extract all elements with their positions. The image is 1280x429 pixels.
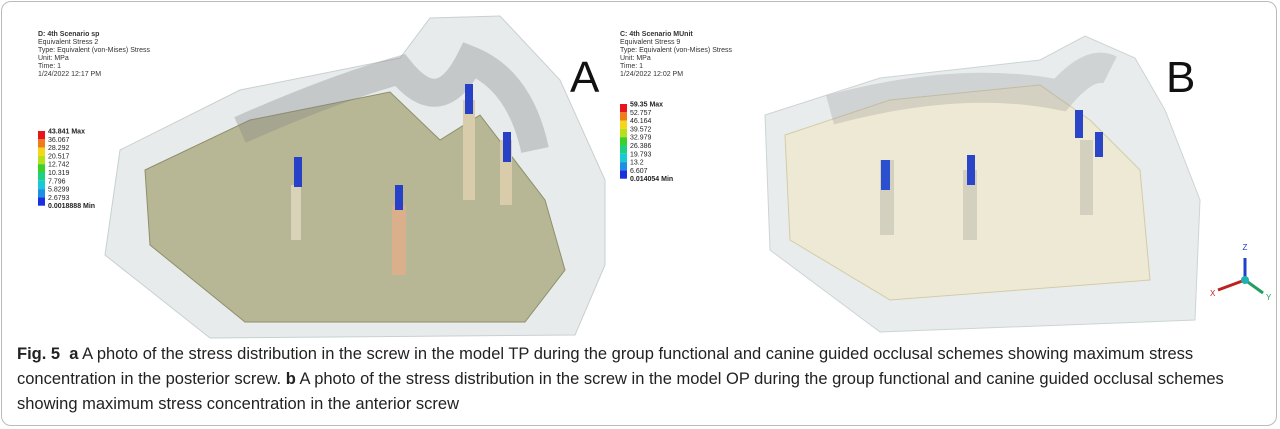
colorbar-band [620, 162, 627, 170]
colorbar-band [38, 148, 45, 156]
header-line: Time: 1 [620, 63, 643, 70]
header-line: Unit: MPa [38, 55, 69, 62]
header-line: C: 4th Scenario MUnit [620, 31, 693, 38]
colorbar-band [38, 197, 45, 205]
legend-label: 59.35 Max [630, 102, 663, 109]
panel-label: B [1166, 53, 1195, 102]
legend-label: 46.164 [630, 118, 652, 125]
legend-label: 2.6793 [48, 195, 70, 202]
legend-label: 39.572 [630, 126, 652, 133]
caption: Fig. 5 a A photo of the stress distribut… [17, 342, 1262, 417]
colorbar-band [38, 173, 45, 181]
header-line: Type: Equivalent (von-Mises) Stress [38, 47, 151, 54]
colorbar-band [38, 131, 45, 139]
legend-label: 6.607 [630, 168, 648, 175]
header-line: 1/24/2022 12:02 PM [620, 71, 683, 78]
legend-label: 32.979 [630, 135, 652, 142]
header-line: Equivalent Stress 2 [38, 39, 98, 46]
colorbar-band [620, 121, 627, 129]
legend-label: 36.067 [48, 137, 70, 144]
part-label: b [286, 370, 296, 388]
legend-label: 0.014054 Min [630, 176, 673, 183]
legend-label: 5.8299 [48, 187, 70, 194]
legend-label: 19.793 [630, 151, 652, 158]
legend-label: 43.841 Max [48, 129, 85, 136]
part-label: a [69, 345, 78, 363]
model-a [105, 16, 605, 338]
colorbar-band [620, 146, 627, 154]
panel-label: A [570, 53, 600, 102]
legend-label: 13.2 [630, 160, 644, 167]
axis-label: X [1210, 289, 1216, 298]
model-b [765, 36, 1200, 332]
legend-label: 10.319 [48, 170, 70, 177]
legend-label: 28.292 [48, 145, 70, 152]
axis-label: Z [1243, 243, 1248, 252]
colorbar-band [620, 129, 627, 137]
colorbar-band [620, 170, 627, 178]
colorbar-band [38, 156, 45, 164]
legend-label: 26.386 [630, 143, 652, 150]
axis-triad: Z X Y [1210, 243, 1272, 302]
colorbar-band [38, 189, 45, 197]
colorbar-band [620, 154, 627, 162]
header-line: D: 4th Scenario sp [38, 31, 99, 38]
legend-label: 0.0018888 Min [48, 203, 95, 210]
header-line: Time: 1 [38, 63, 61, 70]
colorbar-band [620, 137, 627, 145]
header-line: 1/24/2022 12:17 PM [38, 71, 101, 78]
legend-label: 7.796 [48, 178, 66, 185]
legend-label: 20.517 [48, 153, 70, 160]
colorbar-band [38, 139, 45, 147]
header-line: Type: Equivalent (von-Mises) Stress [620, 47, 733, 54]
colorbar-band [38, 164, 45, 172]
axis-label: Y [1266, 293, 1272, 302]
header-line: Equivalent Stress 9 [620, 39, 680, 46]
legend-label: 12.742 [48, 162, 70, 169]
header-line: Unit: MPa [620, 55, 651, 62]
figure-label: Fig. 5 [17, 345, 60, 363]
colorbar-band [38, 181, 45, 189]
legend-label: 52.757 [630, 110, 652, 117]
colorbar-band [620, 112, 627, 120]
colorbar-band [620, 104, 627, 112]
